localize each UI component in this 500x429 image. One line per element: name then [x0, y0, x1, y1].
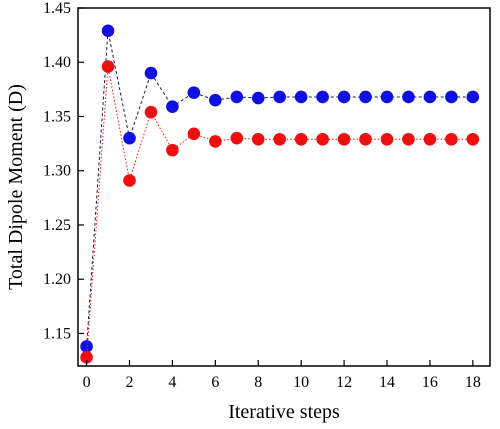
- x-tick-label: 18: [465, 374, 481, 391]
- series-1-point: [294, 90, 308, 104]
- series-2-point: [80, 351, 93, 364]
- series-1-point: [101, 24, 115, 38]
- axis-ticks: 0 2 4 6 8 10 12 14 16 18 1.15 1.20 1.25 1.30 1.35 1.40 1…: [43, 0, 481, 391]
- plot-frame: [77, 7, 491, 367]
- x-tick-label: 10: [293, 374, 309, 391]
- y-tick-label: 1.40: [43, 54, 71, 71]
- y-tick-label: 1.25: [43, 217, 71, 234]
- x-tick-label: 4: [168, 374, 176, 391]
- x-tick-label: 16: [422, 374, 438, 391]
- series-2-point: [273, 132, 287, 146]
- series-1-point: [209, 93, 222, 107]
- series-1-point: [187, 86, 201, 99]
- series-2-point: [359, 132, 372, 146]
- series-2-point: [123, 174, 136, 187]
- series-2-point: [294, 132, 308, 146]
- series-2-point: [380, 132, 394, 146]
- x-tick-label: 14: [379, 374, 395, 391]
- series-1-point: [230, 90, 244, 104]
- x-tick-label: 0: [83, 374, 91, 391]
- chart-marks: [80, 24, 480, 364]
- series-2-point: [466, 132, 480, 146]
- y-axis-title: Total Dipole Moment (D): [5, 84, 27, 290]
- y-tick-label: 1.15: [43, 325, 71, 342]
- series-2-line: [86, 66, 473, 358]
- series-2-point: [337, 132, 351, 146]
- series-1-point: [80, 340, 93, 353]
- series-1-point: [166, 100, 179, 114]
- series-1-point: [337, 90, 351, 104]
- series-2-point: [402, 132, 415, 146]
- x-axis-title: Iterative steps: [228, 401, 340, 423]
- series-2-point: [445, 132, 458, 146]
- x-tick-label: 12: [336, 374, 352, 391]
- series-1-point: [466, 90, 480, 104]
- series-2-point: [166, 143, 179, 157]
- x-tick-label: 6: [211, 374, 219, 391]
- series-1-point: [273, 90, 287, 104]
- series-2-point: [316, 132, 329, 146]
- series-1-point: [380, 90, 394, 104]
- series-2-point: [209, 135, 222, 148]
- series-2-point: [187, 127, 201, 141]
- y-tick-label: 1.35: [43, 108, 71, 125]
- y-tick-label: 1.45: [43, 0, 71, 17]
- series-1-point: [123, 131, 136, 145]
- series-2-point: [101, 60, 115, 73]
- series-1-point: [316, 90, 329, 104]
- series-1-point: [402, 90, 415, 104]
- series-1-line: [86, 30, 473, 347]
- series-1-point: [423, 90, 437, 104]
- series-1-point: [445, 90, 458, 104]
- series-1-point: [359, 90, 372, 104]
- series-2-point: [423, 132, 437, 146]
- series-2-point: [144, 105, 158, 119]
- y-tick-label: 1.20: [43, 271, 71, 288]
- series-2-point: [230, 131, 244, 145]
- y-tick-label: 1.30: [43, 163, 71, 180]
- x-tick-label: 8: [254, 374, 262, 391]
- series-1-point: [251, 91, 265, 105]
- series-1-point: [144, 66, 158, 80]
- series-2-point: [251, 132, 265, 146]
- x-tick-label: 2: [126, 374, 134, 391]
